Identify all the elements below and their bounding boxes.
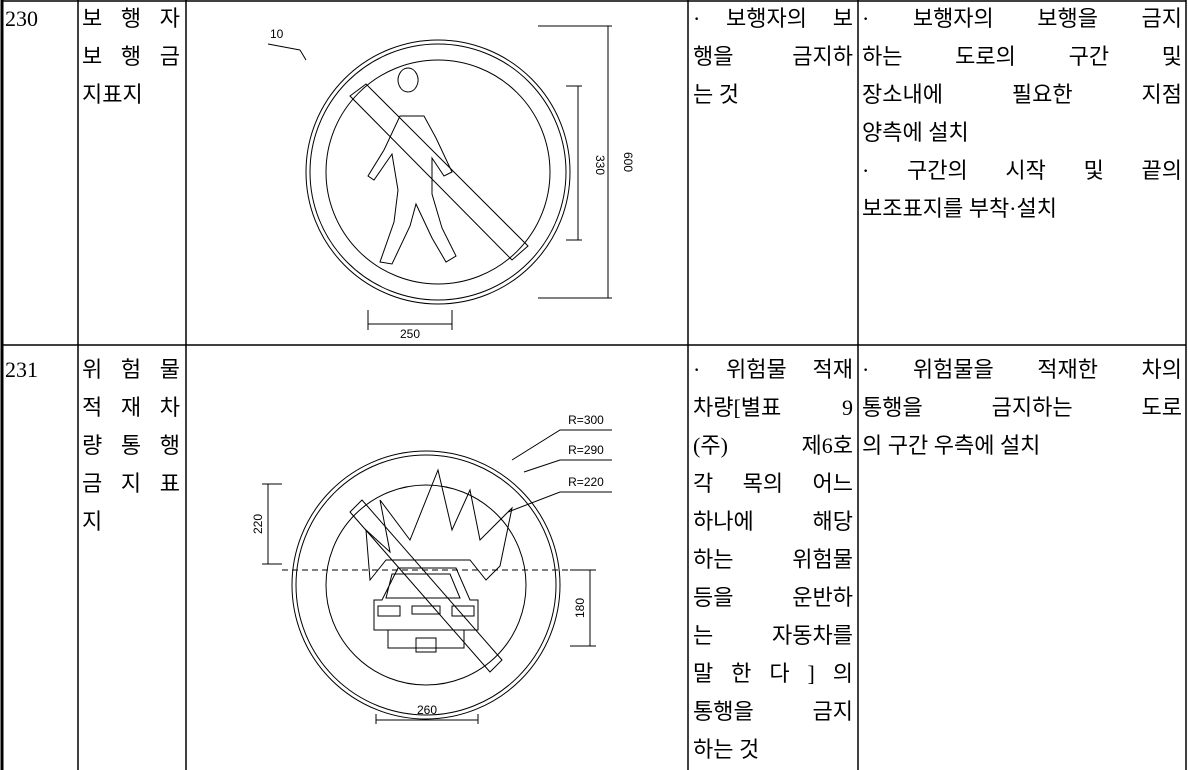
dimension-label: 600	[621, 152, 635, 172]
text-line: 등을 운반하	[693, 585, 853, 610]
text-line: 금 지 표	[82, 471, 180, 496]
text-line: 차량[별표 9	[693, 395, 853, 420]
text-line: 는 것	[693, 82, 739, 107]
dimension-label: 10	[270, 27, 284, 41]
text-line: 지	[82, 509, 103, 534]
pedestrian-sign	[267, 25, 612, 330]
text-line: 통행을 금지하는 도로	[862, 395, 1182, 420]
text-line: 적 재 차	[82, 395, 180, 420]
text-line: 양측에 설치	[862, 120, 969, 145]
text-line: · 위험물을 적재한 차의	[862, 357, 1182, 382]
text-line: 230	[5, 6, 38, 31]
dimension-label: 180	[573, 598, 587, 618]
text-line: (주) 제6호	[693, 433, 853, 458]
text-line: 보 행 자	[82, 6, 180, 31]
text-line: · 위험물 적재	[693, 357, 853, 382]
text-line: 장소내에 필요한 지점	[862, 82, 1182, 107]
row-number: 230	[5, 0, 75, 38]
text-line: 량 통 행	[82, 433, 180, 458]
dimension-label: 330	[593, 155, 607, 175]
text-line: 231	[5, 357, 38, 382]
text-line: 위 험 물	[82, 357, 180, 382]
text-line: 각 목의 어느	[693, 471, 853, 496]
text-line: 하는 것	[693, 737, 760, 762]
text-line: 행을 금지하	[693, 44, 853, 69]
text-line: 보조표지를 부착·설치	[862, 196, 1057, 221]
dimension-label: 250	[400, 327, 420, 341]
text-line: 하는 도로의 구간 및	[862, 44, 1182, 69]
text-line: 의 구간 우측에 설치	[862, 433, 1041, 458]
dimension-label: R=290	[568, 443, 604, 457]
text-line: 통행을 금지	[693, 699, 853, 724]
hazmat-sign	[262, 429, 612, 724]
text-line: 보 행 금	[82, 44, 180, 69]
text-line: 지표지	[82, 82, 143, 107]
text-line: · 보행자의 보	[693, 6, 853, 31]
dimension-label: R=300	[568, 413, 604, 427]
text-line: 말 한 다 ] 의	[693, 661, 853, 686]
text-line: · 구간의 시작 및 끝의	[862, 158, 1182, 183]
row-number: 231	[5, 351, 75, 389]
dimension-label: 260	[417, 703, 437, 717]
dimension-label: 220	[251, 514, 265, 534]
dimension-label: R=220	[568, 475, 604, 489]
text-line: · 보행자의 보행을 금지	[862, 6, 1182, 31]
text-line: 하는 위험물	[693, 547, 853, 572]
text-line: 는 자동차를	[693, 623, 853, 648]
text-line: 하나에 해당	[693, 509, 853, 534]
